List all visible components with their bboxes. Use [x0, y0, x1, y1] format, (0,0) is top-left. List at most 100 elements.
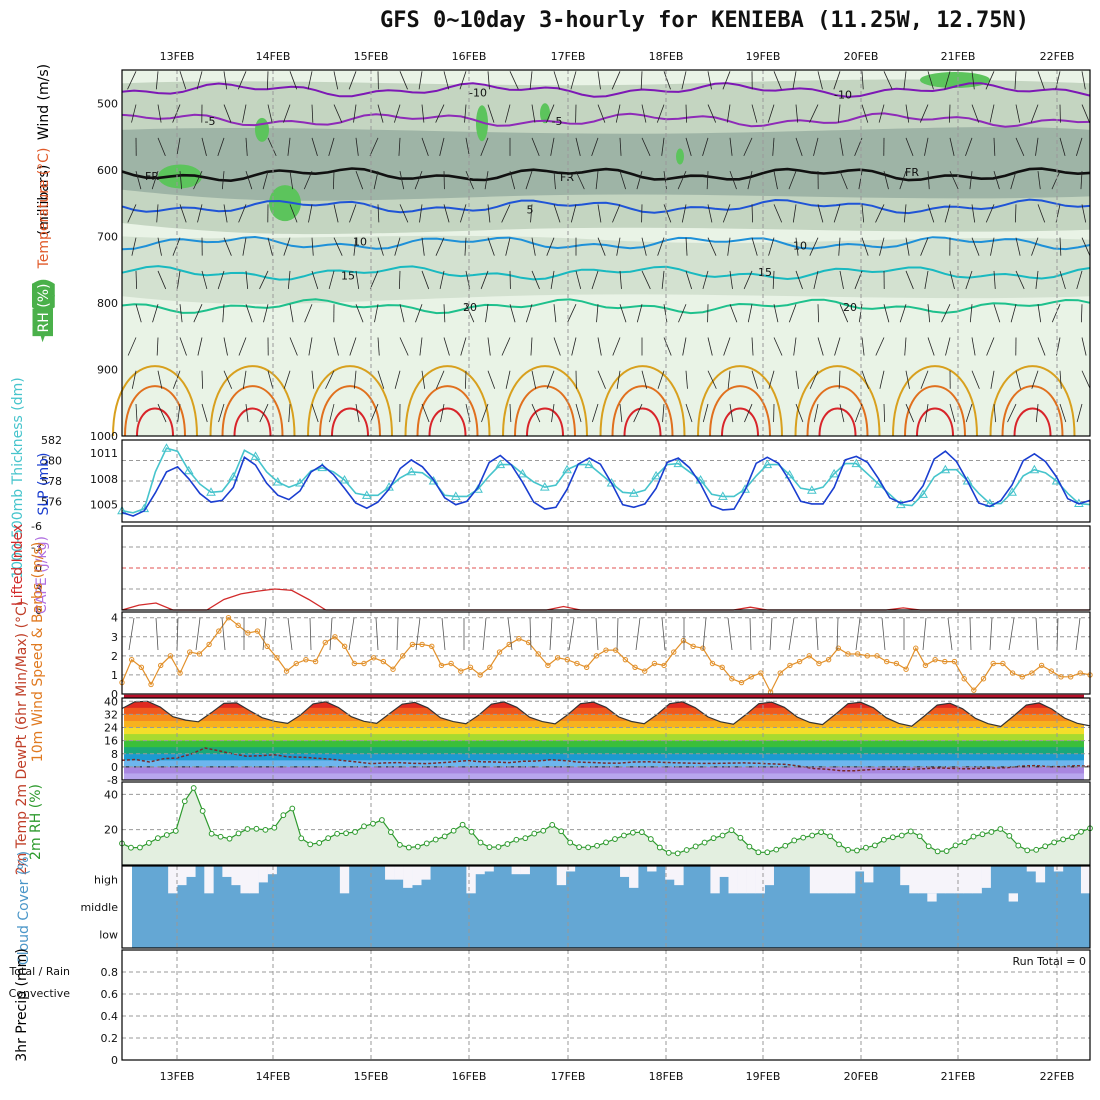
wind-barb	[989, 104, 995, 123]
wind-barb	[530, 337, 533, 356]
wind-barb	[1081, 370, 1091, 389]
cloud-clear-segment	[945, 866, 955, 894]
rh-point	[217, 833, 224, 840]
wind-barb	[283, 104, 291, 123]
rh-point	[737, 834, 744, 841]
wind-barb	[879, 237, 885, 256]
temperature-loop	[331, 407, 369, 437]
wind-barb	[657, 370, 665, 389]
wind-barb	[245, 304, 253, 323]
rh-point	[271, 824, 278, 831]
wind-barb	[439, 270, 445, 290]
contour-label: 15	[758, 266, 772, 279]
rh-point	[800, 834, 807, 841]
rh-point	[163, 832, 170, 838]
wind-barb	[172, 104, 181, 123]
wind-barb	[465, 304, 475, 323]
wind-barb	[374, 304, 379, 323]
wind-barb	[1059, 237, 1062, 256]
wind-point	[370, 655, 377, 661]
rh-point	[863, 844, 869, 851]
wind-barb	[179, 337, 187, 356]
wind-barb	[883, 404, 886, 423]
rh-point	[764, 849, 771, 856]
wind-barb	[947, 617, 953, 651]
thickness-point	[206, 487, 216, 496]
wind-barb	[969, 617, 972, 651]
wind-barb	[263, 304, 269, 323]
wind-barb	[702, 137, 709, 156]
wind-barb	[501, 337, 511, 356]
wind-point	[225, 615, 232, 621]
wind-point	[932, 656, 938, 663]
panel-wind-10m	[121, 611, 1091, 695]
wind-barb	[245, 171, 253, 190]
wind-barb	[706, 171, 709, 190]
wind-barb	[223, 237, 232, 256]
rh-point	[710, 835, 717, 842]
wind-barb	[663, 204, 672, 223]
rh-point	[979, 831, 986, 838]
wind-barb	[355, 137, 359, 156]
wind-barb	[772, 270, 775, 289]
cloud-clear-segment	[1080, 866, 1091, 894]
rh-point	[656, 844, 663, 851]
wind-barb	[881, 617, 886, 651]
cloud-clear-segment	[981, 866, 991, 888]
wind-barb	[944, 204, 951, 223]
wind-barb	[839, 170, 848, 190]
rh-high-blob	[255, 117, 269, 142]
cloud-row-label: middle	[80, 901, 118, 914]
wind-barb	[971, 370, 980, 389]
wind-barb	[421, 370, 426, 389]
wind-barb	[156, 337, 159, 356]
wind-barb	[369, 137, 379, 157]
wind-point	[748, 674, 754, 680]
wind-barb	[353, 237, 357, 256]
rh-point	[343, 830, 349, 837]
wind-barb	[795, 370, 799, 389]
wind-barb	[641, 137, 651, 157]
wind-barb	[465, 270, 471, 290]
rh-point	[405, 844, 412, 851]
wind-barb	[267, 370, 274, 389]
y-tick-label: 40	[104, 788, 118, 801]
wind-barb	[440, 403, 445, 423]
temperature-loop	[136, 407, 174, 437]
rh-point	[594, 842, 600, 849]
wind-barb	[920, 237, 929, 256]
wind-barb	[837, 104, 841, 123]
wind-barb	[242, 370, 247, 389]
wind-barb	[157, 137, 166, 157]
wind-point	[603, 647, 609, 653]
temperature-loop	[404, 365, 491, 437]
rh-point	[513, 836, 520, 843]
wind-point	[961, 676, 967, 682]
rh-point	[531, 830, 538, 837]
wind-barb	[817, 337, 824, 356]
y-tick-label: 0.2	[101, 1032, 119, 1045]
temperature-contour--5	[121, 112, 1091, 128]
cloud-clear-segment	[249, 866, 259, 894]
wind-point	[448, 660, 454, 667]
axis-label-lifted-index: Lifted Index	[10, 524, 26, 606]
wind-barb	[944, 71, 951, 90]
wind-barb	[990, 370, 995, 389]
wind-barb	[663, 71, 671, 90]
wind-barb	[399, 204, 409, 223]
wind-point	[903, 666, 909, 672]
rh-point	[370, 820, 376, 827]
wind-barb	[795, 137, 803, 156]
wind-point	[980, 676, 987, 682]
wind-point	[893, 660, 900, 667]
wind-barb	[509, 171, 516, 190]
cloud-clear-segment	[927, 893, 937, 902]
cloud-clear-segment	[412, 866, 422, 886]
wind-barb	[223, 71, 228, 90]
wind-barb	[151, 171, 159, 190]
wind-barb	[773, 337, 783, 356]
wind-barb	[949, 170, 959, 190]
wind-barb	[399, 71, 408, 90]
wind-barb	[809, 104, 819, 123]
rh-point	[665, 849, 672, 856]
